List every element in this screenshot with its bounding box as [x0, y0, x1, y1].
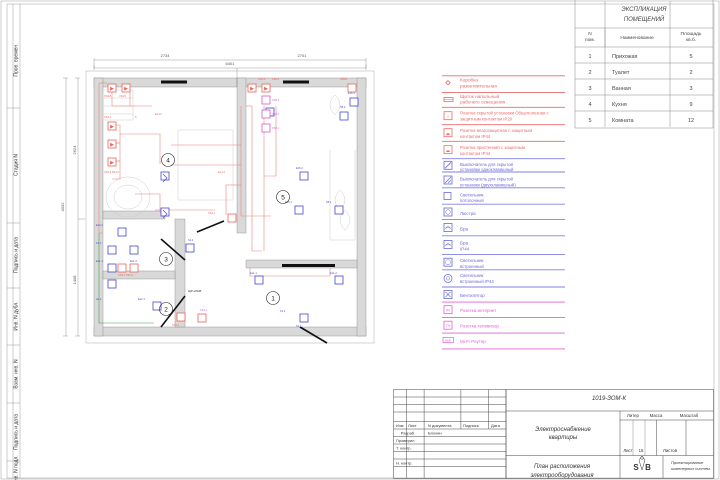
svg-text:Разраб.: Разраб.	[401, 431, 415, 436]
svg-text:План расположения: План расположения	[534, 464, 591, 470]
svg-text:Масса: Масса	[650, 413, 663, 418]
svg-text:инженерных систем: инженерных систем	[671, 466, 710, 471]
svg-text:Лист: Лист	[623, 448, 632, 453]
svg-text:1019-ЗОМ-К: 1019-ЗОМ-К	[592, 396, 627, 402]
svg-text:N документа: N документа	[428, 423, 452, 428]
svg-text:Масштаб: Масштаб	[680, 413, 699, 418]
svg-text:Т. контр.: Т. контр.	[396, 446, 412, 451]
svg-text:Блохин: Блохин	[428, 431, 442, 436]
svg-text:Литер: Литер	[627, 413, 640, 418]
svg-text:Листов: Листов	[663, 448, 678, 453]
svg-text:электрооборудования: электрооборудования	[530, 473, 594, 479]
svg-text:квартиры: квартиры	[549, 435, 578, 441]
svg-text:Подпись: Подпись	[463, 423, 479, 428]
svg-text:Проектирование: Проектирование	[671, 460, 704, 465]
svg-text:S: S	[633, 463, 639, 472]
svg-text:Проверил: Проверил	[396, 438, 415, 443]
svg-text:Лист: Лист	[408, 423, 417, 428]
svg-text:Изм: Изм	[396, 423, 404, 428]
svg-text:Электроснабжение: Электроснабжение	[535, 427, 591, 433]
svg-text:15: 15	[639, 448, 644, 453]
svg-text:B: B	[645, 463, 651, 472]
svg-text:Н. контр.: Н. контр.	[396, 461, 413, 466]
svg-text:Дата: Дата	[491, 423, 501, 428]
